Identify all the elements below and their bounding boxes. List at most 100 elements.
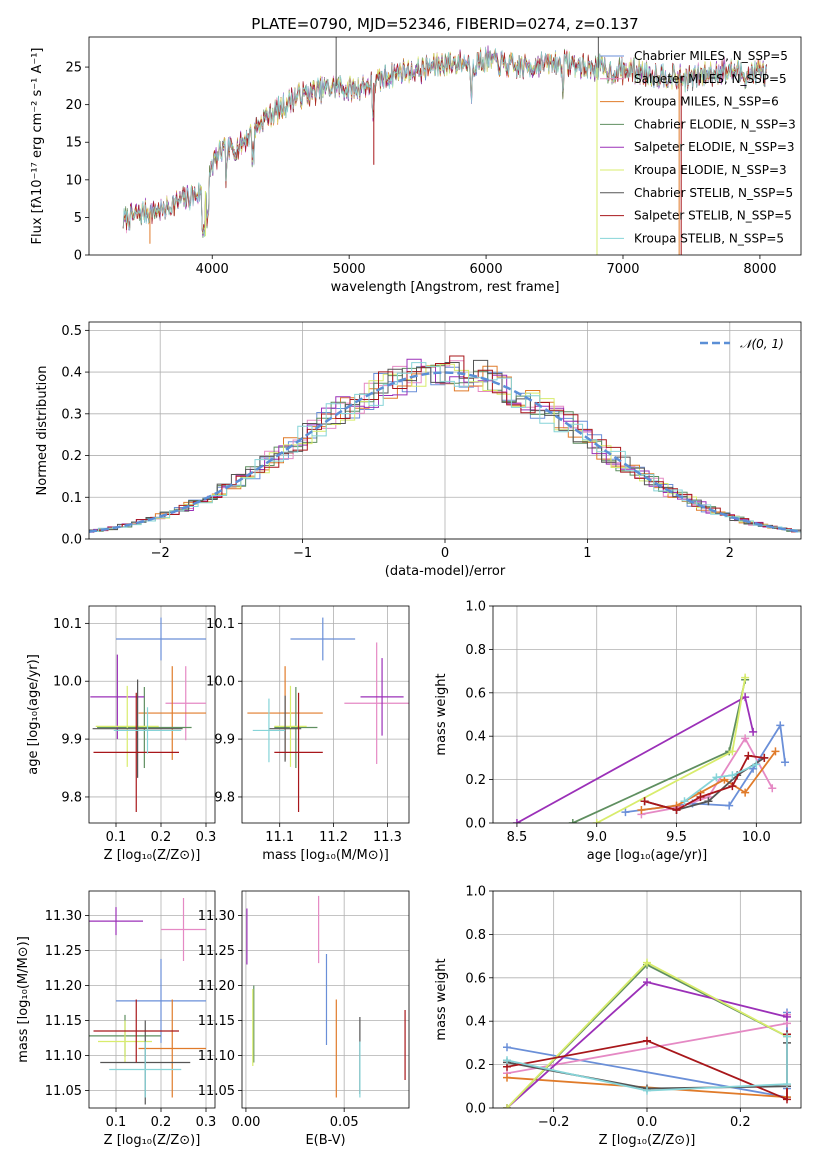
y-tick-label: 0.4 <box>465 1015 486 1030</box>
normal-curve <box>89 371 801 533</box>
x-tick-label: 0.05 <box>330 1115 359 1130</box>
weight-point <box>728 771 737 780</box>
weight-point <box>741 734 750 743</box>
y-axis-label: mass [log₁₀(M/M⊙)] <box>16 936 31 1063</box>
y-tick-label: 1.0 <box>465 600 486 615</box>
y-tick-label: 11.15 <box>198 1014 235 1029</box>
y-tick-label: 0.1 <box>61 491 82 506</box>
weight-point <box>503 1043 511 1052</box>
errorbar-chabrier_miles <box>116 958 206 1043</box>
y-axis-label: mass weight <box>434 673 449 755</box>
weight-series-kroupa_stelib <box>503 1032 791 1095</box>
y-tick-label: 9.9 <box>214 733 235 748</box>
x-tick-label: 0.00 <box>231 1115 260 1130</box>
plot-area <box>89 898 206 1105</box>
weight-point <box>783 1032 791 1041</box>
plot-area <box>503 958 791 1108</box>
y-axis-label: Normed distribution <box>35 366 50 496</box>
y-tick-label: 25 <box>65 61 82 76</box>
y-tick-label: 0.3 <box>61 407 82 422</box>
weight-point <box>568 819 577 823</box>
weight-point <box>637 805 646 814</box>
weight-point <box>768 784 777 793</box>
errorbar-salpeter_elodie <box>360 658 404 736</box>
spectrum-line-kroupa_stelib <box>122 47 767 237</box>
axes-frame <box>492 890 802 1109</box>
y-tick-label: 0.6 <box>465 971 486 986</box>
weight-line <box>572 679 746 823</box>
weight-point <box>783 1095 791 1104</box>
errorbar-salpeter_elodie <box>90 654 145 740</box>
y-tick-label: 11.05 <box>45 1084 82 1099</box>
histogram-salpeter_stelib <box>89 355 801 533</box>
weight-point <box>728 782 737 791</box>
x-tick-label: 0.1 <box>106 830 127 845</box>
weight-point <box>776 721 785 730</box>
x-tick-label: 5000 <box>333 262 366 277</box>
errorbar-kroupa_stelib <box>109 1041 182 1098</box>
chart-age_vs_Z: 0.1 0.2 0.3 9.8 9.9 10.0 10.1 Z [log₁₀(Z/Z⊙)] ag… <box>26 605 216 863</box>
x-tick-label: 0.0 <box>637 1115 658 1130</box>
axes-frame <box>88 605 216 824</box>
weight-point <box>728 747 737 756</box>
chart-weight_vs_Z: −0.2 0.0 0.2 0.0 0.2 0.4 0.6 0.8 1.0 Z [log₁₀(Z/Z… <box>434 885 802 1148</box>
weight-point <box>621 808 630 817</box>
chart-mass_vs_ebv: 0.00 0.05 11.05 11.10 11.15 11.20 11.25 11.30 E(… <box>198 890 410 1148</box>
x-tick-label: 0.3 <box>196 1115 217 1130</box>
weight-series-kroupa_miles <box>637 747 780 814</box>
errorbar-kroupa_elodie <box>274 685 307 767</box>
errorbar-kroupa_miles <box>138 666 206 760</box>
x-axis-label: Z [log₁₀(Z/Z⊙)] <box>104 1133 201 1148</box>
weight-line <box>641 736 774 816</box>
x-axis-label: mass [log₁₀(M/M⊙)] <box>262 848 389 863</box>
errorbar-kroupa_stelib <box>252 698 286 763</box>
weight-point <box>640 797 649 806</box>
x-tick-label: 8.5 <box>507 830 528 845</box>
y-tick-label: 0.2 <box>465 1058 486 1073</box>
x-tick-label: 1 <box>583 546 591 561</box>
errorbar-chabrier_elodie <box>274 687 318 769</box>
plot-area <box>89 355 801 534</box>
y-tick-label: 0.0 <box>465 1102 486 1117</box>
y-tick-label: 11.30 <box>45 909 82 924</box>
errorbar-chabrier_stelib <box>268 695 302 762</box>
axes-frame <box>492 605 802 824</box>
errorbar-salpeter_stelib <box>93 999 179 1063</box>
y-tick-label: 0.2 <box>465 773 486 788</box>
y-tick-label: 11.30 <box>198 909 235 924</box>
weight-point <box>503 1073 511 1082</box>
y-tick-label: 0.6 <box>465 686 486 701</box>
x-tick-label: 2 <box>726 546 734 561</box>
x-axis-label: (data-model)/error <box>385 564 506 579</box>
legend-label: Chabrier ELODIE, N_SSP=3 <box>634 117 796 131</box>
y-tick-label: 11.15 <box>45 1014 82 1029</box>
weight-point <box>704 797 713 806</box>
y-tick-label: 10.0 <box>53 675 82 690</box>
weight-series-salpeter_elodie <box>512 693 758 823</box>
axes-frame <box>88 321 802 540</box>
y-tick-label: 0.4 <box>465 730 486 745</box>
errorbar-kroupa_elodie <box>95 685 159 767</box>
plot-area <box>90 617 206 813</box>
weight-series-kroupa_elodie <box>592 673 750 823</box>
y-tick-label: 1.0 <box>465 885 486 900</box>
weight-point <box>680 797 689 806</box>
weight-point <box>752 760 761 769</box>
x-axis-label: E(B-V) <box>305 1133 345 1148</box>
weight-line <box>641 750 777 811</box>
weight-point <box>643 978 651 987</box>
legend-label: Kroupa MILES, N_SSP=6 <box>634 95 779 109</box>
chart-residuals: −2 −1 0 1 2 0.0 0.1 0.2 0.3 0.4 0.5 (data-model)/er… <box>35 321 802 579</box>
x-tick-label: 4000 <box>196 262 229 277</box>
weight-point <box>783 1080 791 1089</box>
y-tick-label: 0.8 <box>465 928 486 943</box>
legend-label: Kroupa ELODIE, N_SSP=3 <box>634 163 787 177</box>
weight-point <box>771 747 780 756</box>
y-tick-label: 0.8 <box>465 643 486 658</box>
weight-series-salpeter_miles <box>637 734 777 819</box>
x-tick-label: 10.0 <box>742 830 771 845</box>
y-tick-label: 11.05 <box>198 1084 235 1099</box>
x-tick-label: 9.0 <box>586 830 607 845</box>
y-tick-label: 15 <box>65 136 82 151</box>
